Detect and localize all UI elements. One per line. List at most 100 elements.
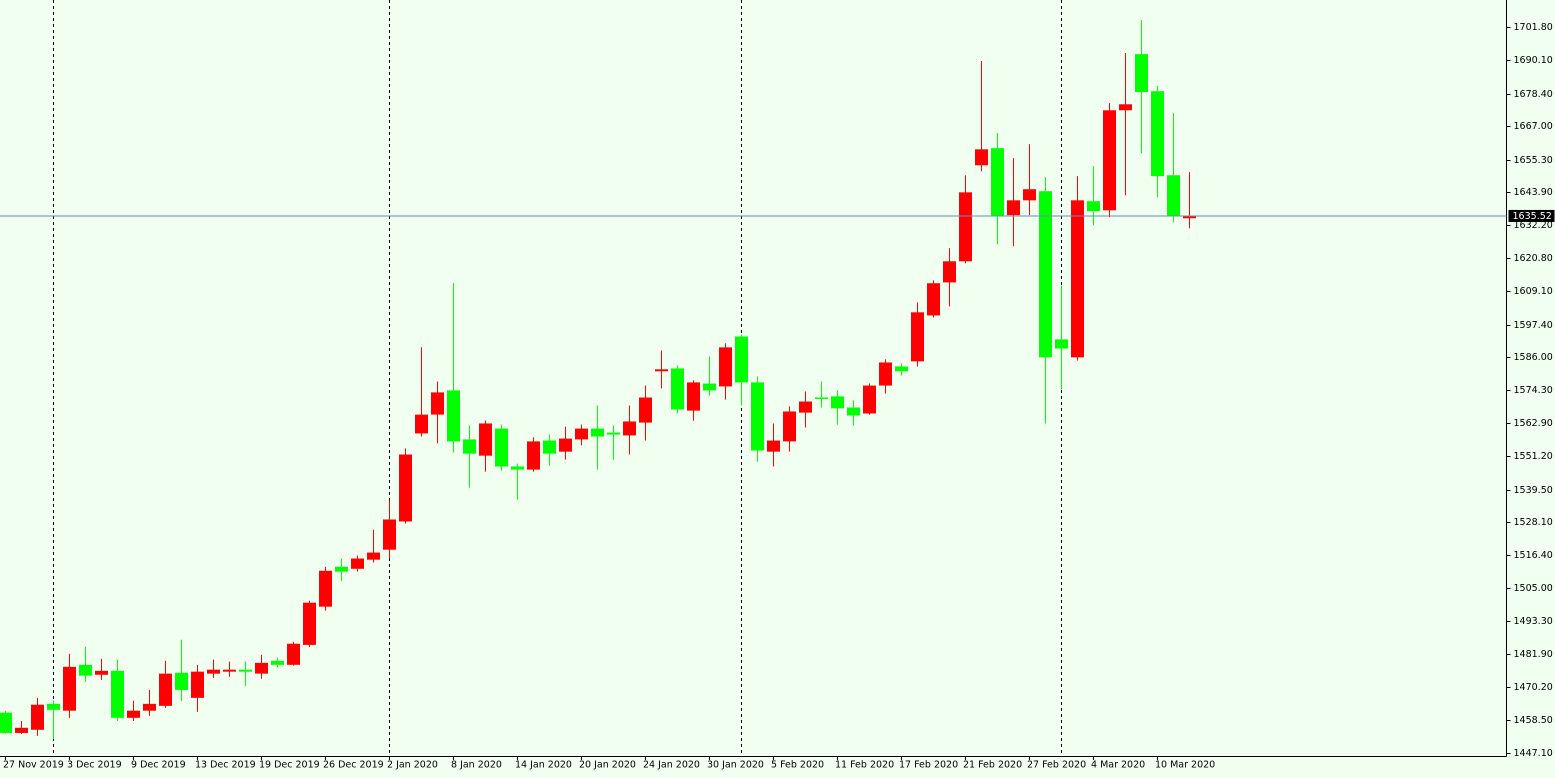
candle-body [655, 369, 668, 372]
candle-body [127, 710, 140, 718]
y-tick-label: 1667.00 [1514, 121, 1553, 132]
candle-body [351, 558, 364, 569]
x-tick-label: 14 Jan 2020 [515, 760, 572, 771]
candle-body [575, 428, 588, 440]
y-tick-label: 1505.00 [1514, 583, 1553, 594]
x-tick-label: 20 Jan 2020 [579, 760, 636, 771]
y-tick-label: 1551.20 [1514, 451, 1553, 462]
y-tick-label: 1574.30 [1514, 385, 1553, 396]
candle-body [719, 347, 732, 387]
candle-body [543, 440, 556, 454]
candle-body [1135, 54, 1148, 93]
candle-body [1151, 91, 1164, 177]
candle-body [607, 432, 620, 435]
candle-body [959, 192, 972, 262]
candle-body [159, 673, 172, 706]
candle-body [1167, 175, 1180, 217]
y-tick-label: 1655.30 [1514, 155, 1553, 166]
last-price-label: 1635.52 [1513, 211, 1552, 222]
candle-body [255, 662, 268, 674]
candle-body [447, 390, 460, 442]
x-tick-label: 24 Jan 2020 [643, 760, 700, 771]
candle-body [143, 703, 156, 711]
y-tick-label: 1481.90 [1514, 649, 1553, 660]
candle-body [63, 666, 76, 711]
candle-body [991, 148, 1004, 217]
candle-body [1103, 110, 1116, 211]
candle-body [383, 519, 396, 550]
candle-body [831, 396, 844, 409]
candle-body [527, 441, 540, 470]
candle-body [207, 669, 220, 674]
x-tick-label: 10 Mar 2020 [1155, 760, 1215, 771]
x-tick-label: 11 Feb 2020 [835, 760, 894, 771]
x-tick-label: 26 Dec 2019 [323, 760, 384, 771]
candle-body [783, 411, 796, 442]
candle-body [879, 362, 892, 386]
y-tick-label: 1493.30 [1514, 616, 1553, 627]
candle-body [1071, 200, 1084, 358]
candle-body [95, 670, 108, 675]
candle-body [895, 366, 908, 372]
candle-body [335, 566, 348, 572]
candle-body [1039, 191, 1052, 358]
candle-body [623, 421, 636, 436]
x-tick-label: 13 Dec 2019 [195, 760, 256, 771]
candle-body [511, 466, 524, 470]
x-tick-label: 8 Jan 2020 [451, 760, 502, 771]
candle-body [815, 397, 828, 400]
candle-body [191, 671, 204, 698]
candle-body [863, 385, 876, 414]
candle-body [287, 643, 300, 665]
candle-body [847, 407, 860, 416]
candle-body [79, 664, 92, 676]
candle-body [175, 672, 188, 690]
y-tick-label: 1586.00 [1514, 352, 1553, 363]
x-tick-label: 17 Feb 2020 [899, 760, 958, 771]
candle-body [463, 439, 476, 454]
candle-body [495, 428, 508, 467]
candle-body [1055, 339, 1068, 349]
y-tick-label: 1447.10 [1514, 748, 1553, 759]
candle-body [367, 552, 380, 560]
y-tick-label: 1609.10 [1514, 286, 1553, 297]
candle-body [15, 727, 28, 733]
y-tick-label: 1539.50 [1514, 485, 1553, 496]
candle-body [1023, 189, 1036, 201]
y-tick-label: 1620.80 [1514, 253, 1553, 264]
candle-body [415, 414, 428, 434]
candle-body [1087, 201, 1100, 212]
y-tick-label: 1528.10 [1514, 517, 1553, 528]
candle-body [303, 602, 316, 645]
candle-body [799, 401, 812, 413]
candle-body [735, 336, 748, 383]
candle-body [1183, 215, 1196, 219]
y-tick-label: 1678.40 [1514, 89, 1553, 100]
y-tick-label: 1470.20 [1514, 682, 1553, 693]
candle-body [111, 670, 124, 718]
x-tick-label: 9 Dec 2019 [131, 760, 186, 771]
y-tick-label: 1690.10 [1514, 55, 1553, 66]
candle-body [559, 438, 572, 452]
candle-body [639, 397, 652, 423]
candles [0, 19, 1196, 739]
x-tick-label: 27 Feb 2020 [1027, 760, 1086, 771]
candle-body [47, 703, 60, 710]
last-price-box [1508, 209, 1555, 222]
candle-body [751, 382, 764, 451]
candle-body [591, 428, 604, 437]
candle-body [1119, 104, 1132, 111]
x-tick-label: 21 Feb 2020 [963, 760, 1022, 771]
y-tick-label: 1562.90 [1514, 418, 1553, 429]
candle-body [479, 423, 492, 456]
candle-body [703, 383, 716, 391]
x-tick-label: 27 Nov 2019 [3, 760, 64, 771]
candle-body [431, 392, 444, 415]
candle-body [223, 669, 236, 672]
candle-body [1007, 200, 1020, 216]
y-tick-label: 1632.20 [1514, 220, 1553, 231]
candle-body [943, 261, 956, 283]
candle-body [399, 454, 412, 522]
